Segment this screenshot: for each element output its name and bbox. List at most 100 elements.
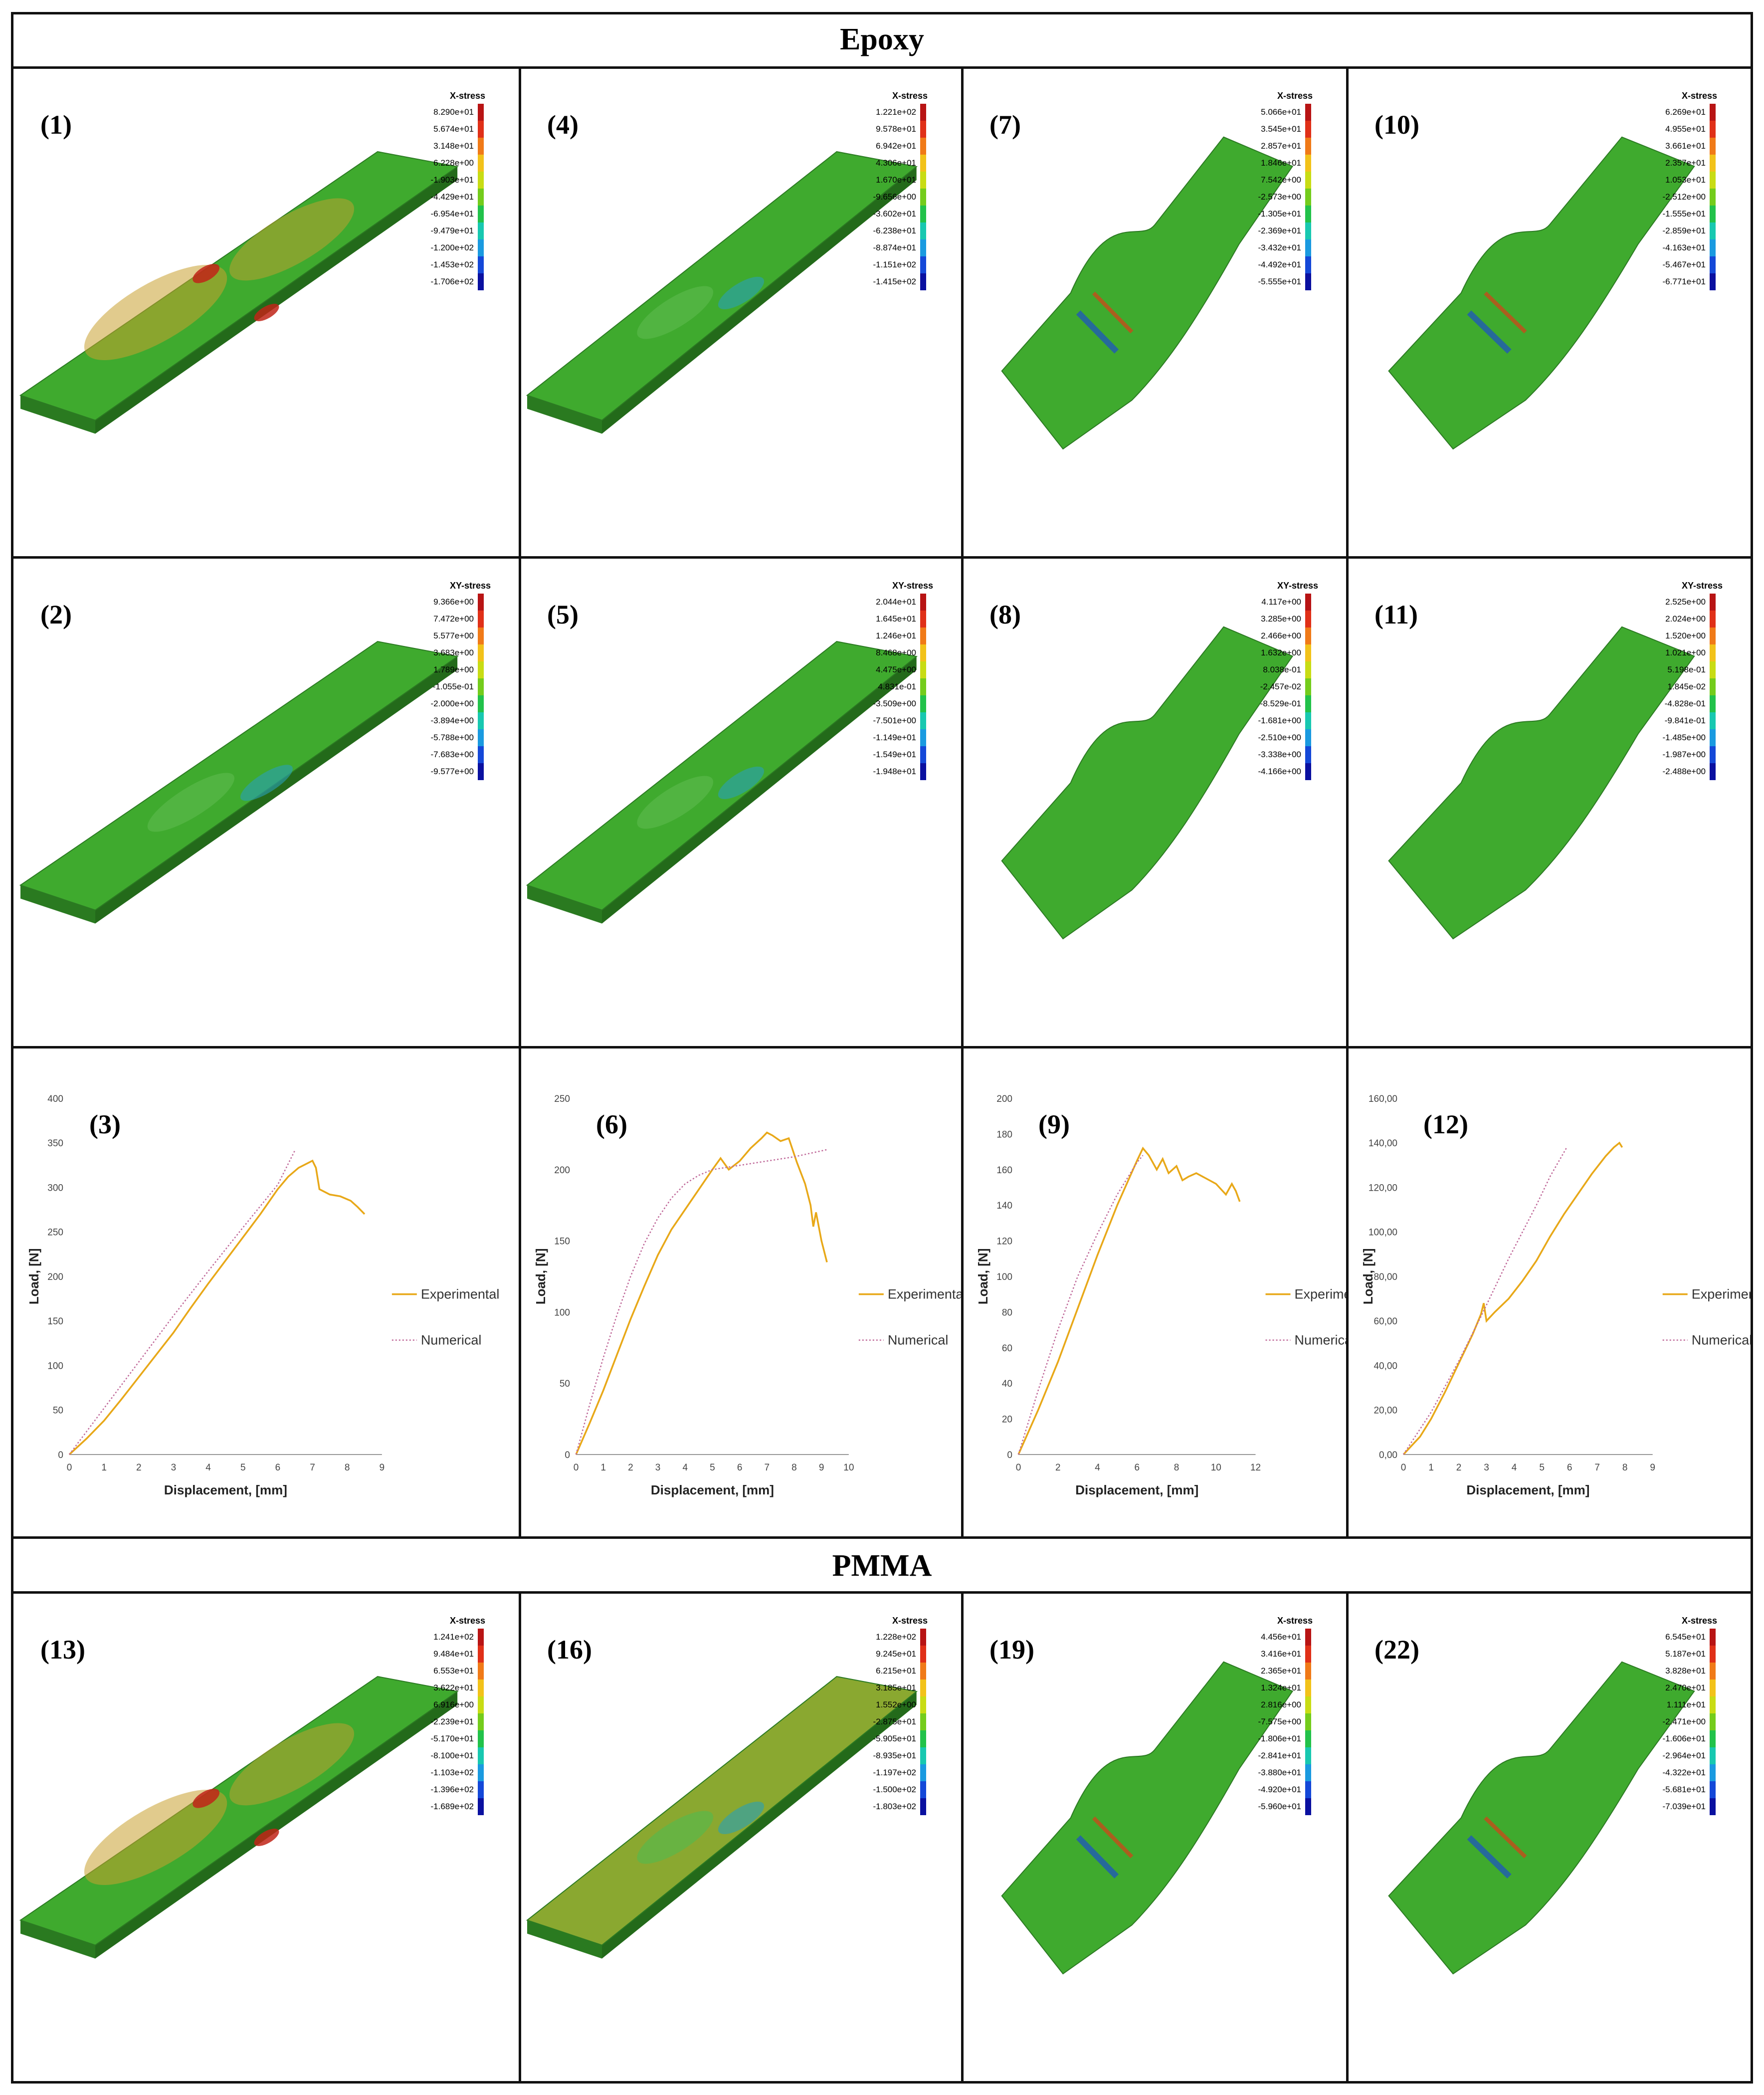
y-tick-label: 0 <box>1007 1450 1012 1461</box>
legend-tick-label: 2.024e+00 <box>1665 614 1706 624</box>
legend-swatch <box>1710 678 1716 695</box>
legend-swatch <box>920 695 926 712</box>
chart-figure: (12) 0 1 2 3 4 5 6 7 8 9 0,00 20,00 40,00 60,00 80,00 10… <box>1361 1094 1751 1497</box>
y-tick-label: 0 <box>565 1450 570 1461</box>
y-tick-label: 100,00 <box>1369 1228 1397 1238</box>
legend-swatch <box>478 256 484 273</box>
panel-label: (19) <box>989 1635 1034 1665</box>
legend-swatch <box>920 1764 926 1781</box>
y-tick-label: 120 <box>996 1237 1012 1247</box>
legend-tick-label: -4.920e+01 <box>1258 1785 1302 1794</box>
legend-swatch <box>1710 1730 1716 1747</box>
legend-label: Experimenta <box>1692 1287 1751 1302</box>
load-chart-3: (3) 0 1 2 3 4 5 6 7 8 9 0 50 100 150 200 250 300 350 400 Dis… <box>14 1048 519 1536</box>
legend-swatch <box>1710 256 1716 273</box>
legend-swatch <box>920 222 926 239</box>
legend-swatch <box>1710 1764 1716 1781</box>
legend-tick-label: 4.456e+01 <box>1261 1632 1301 1642</box>
y-tick-label: 40 <box>1002 1379 1012 1389</box>
stress-panel-10: (10) X-stress 6.269e+01 4.955e+01 3.661e+01 2… <box>1349 69 1751 556</box>
legend-tick-label: -5.555e+01 <box>1258 277 1302 286</box>
legend-tick-label: -8.935e+01 <box>873 1751 917 1760</box>
panel-label: (13) <box>40 1635 85 1665</box>
stress-band <box>84 265 227 360</box>
legend-tick-label: 6.916e+00 <box>433 1700 474 1709</box>
legend-tick-label: 6.215e+01 <box>876 1666 916 1676</box>
legend-tick-label: -1.415e+02 <box>873 277 917 286</box>
legend-swatch <box>478 138 484 155</box>
table-border-top <box>12 12 1752 14</box>
legend-title: XY-stress <box>450 581 491 591</box>
legend-title: X-stress <box>450 91 485 101</box>
legend-swatch <box>1710 1663 1716 1679</box>
legend-swatch <box>1305 763 1311 780</box>
stress-band <box>147 773 234 832</box>
x-tick-label: 6 <box>1567 1463 1572 1473</box>
stress-stripe <box>1076 1835 1119 1879</box>
plate-edge <box>20 395 95 434</box>
stress-hotspot <box>254 1829 279 1846</box>
legend-swatch <box>920 729 926 746</box>
x-tick-label: 8 <box>1174 1463 1179 1473</box>
stress-figure: (16) X-stress 1.228e+02 9.245e+01 6.215e+01 3… <box>526 1616 928 1959</box>
legend-tick-label: 7.542e+00 <box>1261 175 1301 185</box>
legend-tick-label: -1.149e+01 <box>873 733 917 742</box>
legend-tick-label: -5.467e+01 <box>1663 260 1706 269</box>
legend-swatch <box>1710 1747 1716 1764</box>
panel-label: (22) <box>1374 1635 1419 1665</box>
table-rule-row2 <box>12 556 1752 559</box>
legend-tick-label: 1.221e+02 <box>876 107 916 117</box>
stress-panel-2: (2) XY-stress 9.366e+00 7.472e+00 5.577e+00 3… <box>14 559 519 1046</box>
legend-tick-label: -1.681e+00 <box>1258 716 1302 725</box>
y-tick-label: 100 <box>996 1272 1012 1282</box>
legend-swatch <box>1305 628 1311 644</box>
chart-label: (6) <box>596 1109 627 1139</box>
legend-swatch <box>1305 172 1311 189</box>
table-rule-epoxy <box>12 66 1752 69</box>
legend-title: X-stress <box>1682 1616 1717 1626</box>
legend-tick-label: -2.841e+01 <box>1258 1751 1302 1760</box>
x-axis-label: Displacement, [mm] <box>164 1482 287 1497</box>
x-tick-label: 3 <box>1484 1463 1489 1473</box>
legend-tick-label: -1.305e+01 <box>1258 209 1302 218</box>
x-tick-label: 0 <box>67 1463 72 1473</box>
legend-swatch <box>1305 1629 1311 1646</box>
stress-figure: (1) X-stress 8.290e+01 5.674e+01 3.148e+01 6.… <box>19 91 485 434</box>
stress-panel-11: (11) XY-stress 2.525e+00 2.024e+00 1.520e+00… <box>1349 559 1751 1046</box>
y-tick-label: 100 <box>554 1307 570 1318</box>
legend-label: Numerical <box>1295 1333 1346 1348</box>
legend-tick-label: -6.954e+01 <box>431 209 474 218</box>
panel-label: (2) <box>40 600 72 629</box>
legend-swatch <box>1710 239 1716 256</box>
legend-tick-label: -3.432e+01 <box>1258 243 1302 252</box>
x-tick-label: 0 <box>1016 1463 1021 1473</box>
experimental-series-line <box>1402 1141 1623 1456</box>
stress-hotspot <box>193 264 220 283</box>
legend-tick-label: -1.689e+02 <box>431 1802 474 1811</box>
plate-edge <box>527 395 602 434</box>
legend-label: Experimental <box>1295 1287 1346 1302</box>
legend-tick-label: 2.470e+01 <box>1665 1683 1706 1692</box>
legend-tick-label: -2.239e+01 <box>431 1717 474 1726</box>
legend-tick-label: -7.575e+00 <box>1258 1717 1302 1726</box>
legend-swatch <box>920 1663 926 1679</box>
x-tick-label: 8 <box>791 1463 797 1473</box>
x-axis-label: Displacement, [mm] <box>1466 1482 1589 1497</box>
legend-tick-label: -2.369e+01 <box>1258 226 1302 235</box>
legend-tick-label: -3.894e+00 <box>431 716 474 725</box>
section-title-pmma: PMMA <box>832 1549 932 1583</box>
y-tick-label: 180 <box>996 1129 1012 1140</box>
plate-edge <box>20 1920 95 1959</box>
x-tick-label: 6 <box>1134 1463 1140 1473</box>
legend-tick-label: -1.197e+02 <box>873 1768 917 1777</box>
legend-tick-label: 2.816e+00 <box>1261 1700 1301 1709</box>
x-tick-label: 9 <box>819 1463 824 1473</box>
legend-swatch <box>1305 189 1311 206</box>
legend-tick-label: -3.880e+01 <box>1258 1768 1302 1777</box>
legend-swatch <box>920 172 926 189</box>
legend-tick-label: 5.187e+01 <box>1665 1649 1706 1659</box>
legend-swatch <box>1710 729 1716 746</box>
legend-tick-label: 3.661e+01 <box>1665 141 1706 151</box>
legend-swatch <box>1710 222 1716 239</box>
legend-swatch <box>478 644 484 661</box>
